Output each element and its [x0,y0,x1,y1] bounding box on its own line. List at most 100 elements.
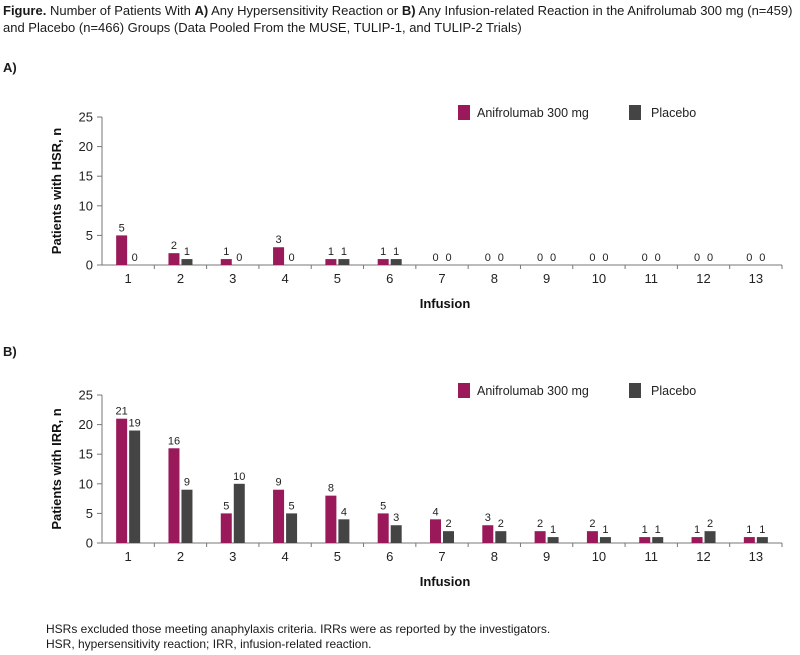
irr-data-label: 21 [116,406,128,418]
irr-data-label: 3 [485,512,491,524]
irr-bar-placebo [181,489,193,543]
irr-x-tick-label: 11 [644,549,658,564]
irr-x-tick-label: 4 [281,549,288,564]
caption-prefix: Figure. [3,3,47,18]
irr-x-tick-label: 8 [491,549,498,564]
irr-data-label: 5 [289,500,295,512]
hsr-data-label: 0 [707,252,713,264]
hsr-x-tick-label: 10 [592,271,606,286]
hsr-data-label: 0 [642,252,648,264]
caption-bold-b: B) [401,3,416,18]
irr-bar-anifrolumab [691,537,703,543]
irr-x-tick-label: 9 [543,549,550,564]
hsr-data-label: 0 [498,252,504,264]
irr-data-label: 1 [550,524,556,536]
irr-data-label: 2 [498,518,504,530]
irr-bar-placebo [129,430,141,543]
irr-x-tick-label: 3 [229,549,236,564]
irr-bar-placebo [233,483,245,543]
irr-data-label: 5 [223,500,229,512]
irr-data-label: 1 [642,524,648,536]
hsr-bar-placebo [338,259,350,265]
irr-data-label: 8 [328,483,334,495]
irr-x-axis-label: Infusion [420,574,471,589]
irr-bar-anifrolumab [325,495,337,543]
hsr-data-label: 5 [119,222,125,234]
hsr-x-tick-label: 5 [334,271,341,286]
hsr-x-tick-label: 9 [543,271,550,286]
irr-bar-anifrolumab [273,489,285,543]
hsr-data-label: 0 [132,252,138,264]
footnote-1: HSRs excluded those meeting anaphylaxis … [46,622,551,636]
irr-legend-label-placebo: Placebo [651,384,696,398]
hsr-x-tick-label: 12 [696,271,710,286]
hsr-data-label: 1 [184,246,190,258]
irr-bar-placebo [390,525,402,543]
irr-data-label: 2 [445,518,451,530]
hsr-data-label: 0 [602,252,608,264]
irr-y-axis-label: Patients with IRR, n [49,408,64,529]
irr-data-label: 1 [602,524,608,536]
irr-data-label: 1 [694,524,700,536]
hsr-data-label: 1 [341,246,347,258]
hsr-data-label: 0 [759,252,765,264]
caption-bold-a: A) [194,3,209,18]
hsr-y-tick-label: 0 [86,258,93,273]
irr-data-label: 1 [746,524,752,536]
hsr-legend-label-anifrolumab: Anifrolumab 300 mg [477,106,589,120]
hsr-x-axis-label: Infusion [420,296,471,311]
irr-data-label: 4 [341,506,347,518]
caption-text-2: Any Hypersensitivity Reaction or [208,3,402,18]
irr-y-tick-label: 10 [79,476,93,491]
irr-data-label: 9 [184,477,190,489]
irr-bar-placebo [443,531,454,543]
hsr-bar-anifrolumab [325,259,337,265]
irr-y-tick-label: 5 [86,506,93,521]
panel-b-label: B) [3,344,17,359]
hsr-x-tick-label: 2 [177,271,184,286]
hsr-y-tick-label: 15 [79,169,93,184]
hsr-bar-anifrolumab [377,259,389,265]
hsr-data-label: 0 [289,252,295,264]
irr-data-label: 2 [707,518,713,530]
irr-data-label: 19 [129,418,141,430]
hsr-data-label: 0 [589,252,595,264]
irr-data-label: 4 [432,506,438,518]
irr-bar-anifrolumab [220,513,232,543]
irr-x-tick-label: 13 [749,549,763,564]
hsr-x-tick-label: 6 [386,271,393,286]
hsr-bar-anifrolumab [168,253,180,265]
hsr-data-label: 0 [485,252,491,264]
irr-y-tick-label: 15 [79,447,93,462]
irr-bar-placebo [652,537,664,543]
hsr-y-tick-label: 10 [79,198,93,213]
hsr-data-label: 1 [223,246,229,258]
hsr-data-label: 0 [694,252,700,264]
irr-bar-anifrolumab [586,531,598,543]
irr-bar-anifrolumab [116,418,128,543]
hsr-bar-placebo [390,259,402,265]
hsr-x-tick-label: 7 [438,271,445,286]
hsr-legend-swatch-placebo [629,105,641,120]
irr-data-label: 3 [393,512,399,524]
irr-data-label: 1 [759,524,765,536]
irr-bar-placebo [704,531,716,543]
irr-bar-anifrolumab [534,531,546,543]
irr-legend-swatch-placebo [629,383,641,398]
panel-a-label: A) [3,60,17,75]
irr-data-label: 9 [276,477,282,489]
irr-bar-placebo [547,537,559,543]
hsr-data-label: 3 [276,234,282,246]
hsr-data-label: 0 [432,252,438,264]
irr-x-tick-label: 6 [386,549,393,564]
irr-bar-anifrolumab [743,537,755,543]
hsr-y-tick-label: 5 [86,228,93,243]
irr-x-tick-label: 1 [125,549,132,564]
irr-data-label: 1 [655,524,661,536]
hsr-bar-placebo [181,259,193,265]
hsr-y-axis-label: Patients with HSR, n [49,128,64,254]
irr-x-tick-label: 2 [177,549,184,564]
hsr-x-tick-label: 1 [125,271,132,286]
